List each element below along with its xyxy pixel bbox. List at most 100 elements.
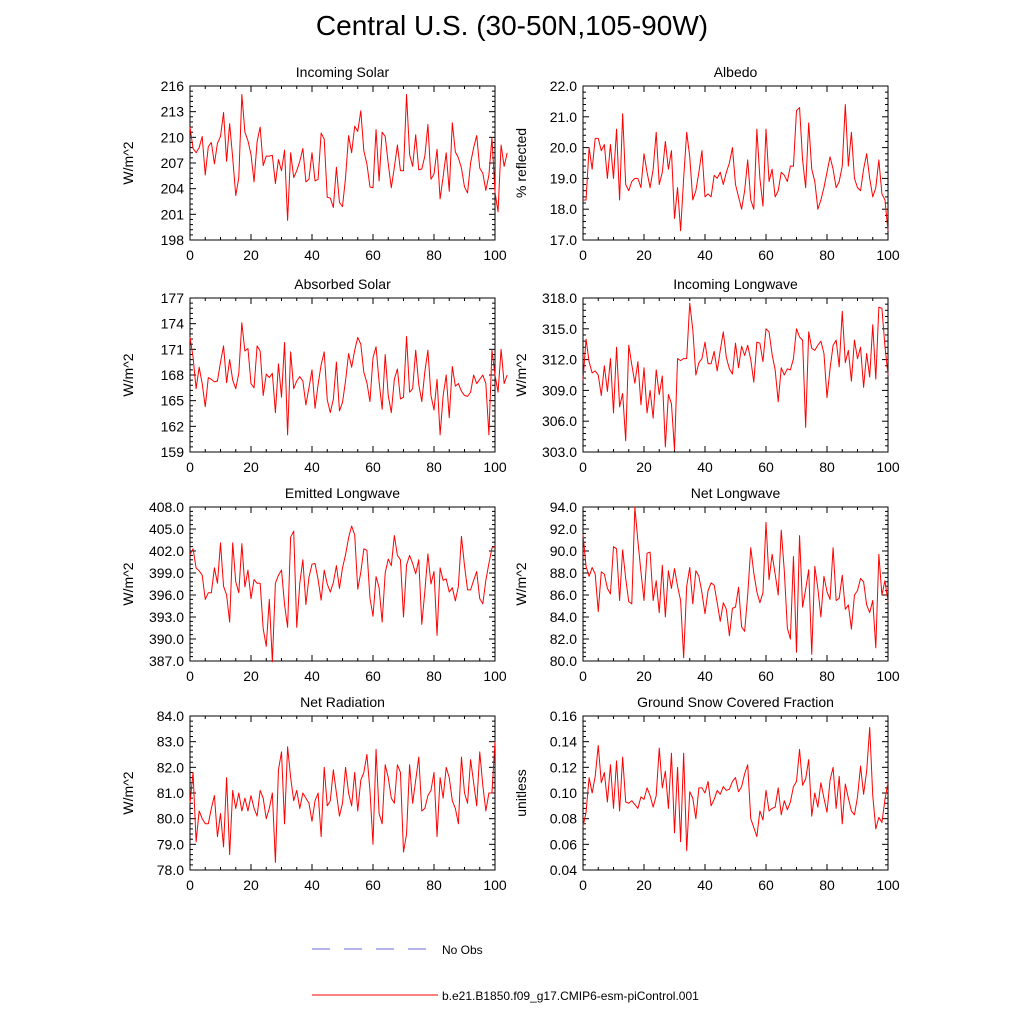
- panel-net-radiation: Net Radiation W/m^2 78.0 79.0 80.0 81.0 82.0 83…: [120, 694, 507, 893]
- x-tick-label: 40: [697, 459, 713, 475]
- x-tick-label: 100: [483, 247, 507, 263]
- legend-label-no-obs: No Obs: [442, 943, 483, 957]
- y-tick-label: 399.0: [149, 565, 184, 581]
- y-tick-label: 213: [161, 104, 185, 120]
- series-line: [582, 506, 889, 659]
- x-tick-label: 100: [483, 459, 507, 475]
- x-tick-label: 40: [304, 247, 320, 263]
- y-tick-label: 18.0: [550, 201, 577, 217]
- y-tick-label: 20.0: [550, 140, 577, 156]
- x-tick-label: 60: [365, 877, 381, 893]
- y-tick-label: 0.04: [550, 862, 577, 878]
- x-tick-label: 20: [243, 668, 259, 684]
- series-line: [582, 302, 889, 451]
- x-tick-label: 40: [697, 247, 713, 263]
- y-tick-label: 80.0: [157, 811, 184, 827]
- panel-absorbed-solar: Absorbed Solar W/m^2 159 162 165 168 171 174 177…: [120, 276, 508, 475]
- y-tick-label: 159: [161, 444, 185, 460]
- y-tick-label: 312.0: [542, 352, 577, 368]
- y-tick-label: 309.0: [542, 382, 577, 398]
- x-tick-label: 60: [758, 668, 774, 684]
- x-tick-label: 0: [579, 668, 587, 684]
- y-tick-label: 22.0: [550, 78, 577, 94]
- x-tick-label: 20: [243, 459, 259, 475]
- x-tick-label: 60: [758, 459, 774, 475]
- y-tick-label: 198: [161, 232, 185, 248]
- y-tick-label: 303.0: [542, 444, 577, 460]
- plot-frame: [189, 506, 496, 662]
- y-tick-label: 84.0: [550, 609, 577, 625]
- x-tick-label: 100: [876, 459, 900, 475]
- x-tick-label: 0: [579, 459, 587, 475]
- panel-title: Net Longwave: [691, 485, 781, 501]
- x-tick-label: 80: [426, 247, 442, 263]
- plot-frame: [189, 297, 496, 453]
- x-tick-label: 0: [186, 459, 194, 475]
- y-tick-label: 201: [161, 206, 185, 222]
- y-tick-label: 171: [161, 341, 185, 357]
- y-tick-label: 82.0: [550, 631, 577, 647]
- x-tick-label: 40: [697, 668, 713, 684]
- y-tick-label: 207: [161, 155, 185, 171]
- y-axis-label: W/m^2: [120, 353, 136, 396]
- panel-title: Incoming Longwave: [673, 276, 798, 292]
- series-line: [189, 322, 508, 436]
- legend-label-model: b.e21.B1850.f09_g17.CMIP6-esm-piControl.…: [442, 989, 699, 1003]
- y-tick-label: 0.14: [550, 734, 577, 750]
- x-tick-label: 60: [365, 247, 381, 263]
- x-tick-label: 40: [304, 877, 320, 893]
- y-axis-label: W/m^2: [120, 771, 136, 814]
- y-tick-label: 83.0: [157, 734, 184, 750]
- y-tick-label: 204: [161, 181, 185, 197]
- x-tick-label: 60: [365, 459, 381, 475]
- panel-title: Ground Snow Covered Fraction: [637, 694, 834, 710]
- x-tick-label: 0: [186, 247, 194, 263]
- y-tick-label: 0.10: [550, 785, 577, 801]
- x-tick-label: 100: [483, 877, 507, 893]
- panel-albedo: Albedo % reflected 17.0 18.0 19.0 20.0 21.0 22.…: [513, 64, 900, 263]
- plot-frame: [189, 85, 496, 241]
- y-tick-label: 318.0: [542, 290, 577, 306]
- x-tick-label: 80: [426, 877, 442, 893]
- x-tick-label: 80: [819, 459, 835, 475]
- panel-title: Emitted Longwave: [285, 485, 400, 501]
- y-tick-label: 315.0: [542, 321, 577, 337]
- panel-incoming-longwave: Incoming Longwave W/m^2 303.0 306.0 309.0 312…: [513, 276, 900, 475]
- panel-title: Net Radiation: [300, 694, 385, 710]
- x-tick-label: 40: [697, 877, 713, 893]
- x-tick-label: 0: [186, 877, 194, 893]
- y-tick-label: 174: [161, 316, 185, 332]
- y-tick-label: 86.0: [550, 587, 577, 603]
- x-tick-label: 80: [819, 877, 835, 893]
- y-axis-label: % reflected: [513, 128, 529, 198]
- series-line: [189, 525, 496, 663]
- y-tick-label: 90.0: [550, 543, 577, 559]
- y-tick-label: 0.06: [550, 836, 577, 852]
- plot-frame: [582, 715, 889, 871]
- x-tick-label: 80: [819, 668, 835, 684]
- series-line: [189, 94, 508, 221]
- legend-swatch-no-obs: [312, 948, 438, 950]
- x-tick-label: 0: [186, 668, 194, 684]
- y-tick-label: 78.0: [157, 862, 184, 878]
- y-tick-label: 0.16: [550, 708, 577, 724]
- panel-title: Albedo: [714, 64, 758, 80]
- y-tick-label: 168: [161, 367, 185, 383]
- y-tick-label: 88.0: [550, 565, 577, 581]
- series-line: [583, 103, 889, 232]
- x-tick-label: 100: [876, 247, 900, 263]
- x-tick-label: 20: [636, 459, 652, 475]
- x-tick-label: 100: [876, 877, 900, 893]
- x-tick-label: 60: [758, 247, 774, 263]
- y-tick-label: 0.08: [550, 811, 577, 827]
- panel-emitted-longwave: Emitted Longwave W/m^2 387.0 390.0 393.0 396.…: [120, 485, 507, 684]
- panel-title: Incoming Solar: [296, 64, 390, 80]
- y-tick-label: 216: [161, 78, 185, 94]
- y-tick-label: 0.12: [550, 759, 577, 775]
- legend-swatch-model: [312, 994, 438, 996]
- y-tick-label: 402.0: [149, 543, 184, 559]
- y-tick-label: 165: [161, 393, 185, 409]
- panel-title: Absorbed Solar: [294, 276, 391, 292]
- y-tick-label: 408.0: [149, 499, 184, 515]
